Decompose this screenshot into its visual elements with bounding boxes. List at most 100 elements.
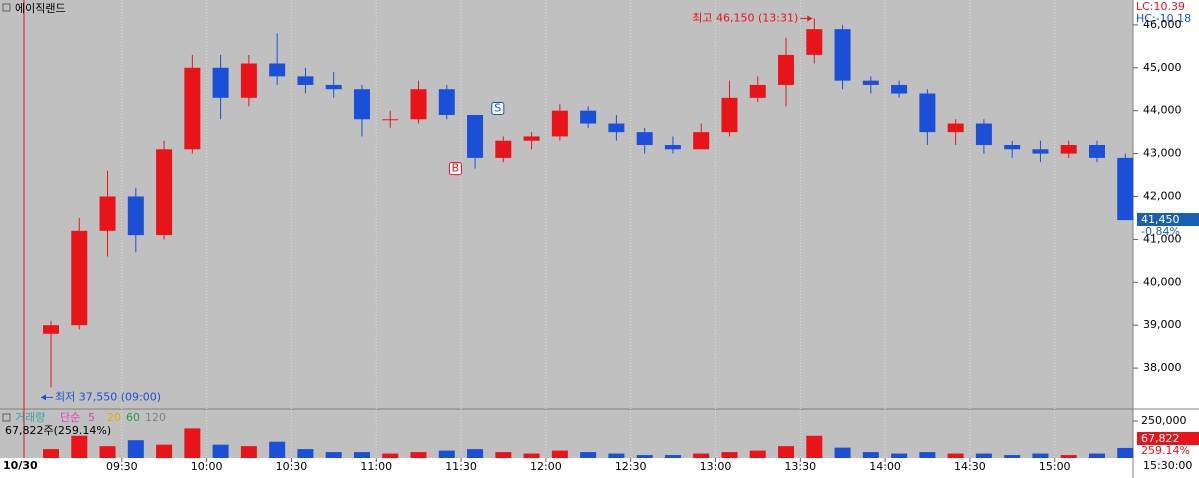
candle-body (156, 149, 173, 236)
ma-period: 120 (145, 411, 166, 424)
x-tick-label: 10:00 (191, 460, 223, 473)
candle-body (551, 110, 568, 137)
candle-body (495, 140, 512, 158)
volume-bar (99, 446, 116, 458)
trade-marker (491, 102, 505, 116)
ma-label: 단순 (60, 411, 80, 424)
candle-body (269, 63, 286, 77)
candle-body (749, 84, 766, 98)
x-tick-label: 14:00 (869, 460, 901, 473)
x-tick-label: 13:30 (784, 460, 816, 473)
volume-bar (721, 452, 738, 458)
candle-body (580, 110, 597, 124)
high-arrowhead (807, 15, 813, 22)
volume-bar (156, 444, 173, 458)
volume-y-tick-label: 250,000 (1141, 414, 1187, 427)
chart-title: 에이직랜드 (15, 2, 66, 15)
candle-body (1004, 145, 1021, 150)
candle-body (608, 123, 625, 133)
hc-label: HC:-10.18 (1136, 12, 1191, 25)
last-price: 41,450 (1141, 213, 1180, 226)
high-annotation: 최고 46,150 (13:31) (692, 11, 798, 24)
ma-period: 20 (107, 411, 121, 424)
candle-body (382, 119, 399, 121)
candle-body (1088, 145, 1105, 158)
candle-body (184, 67, 201, 150)
candle-body (467, 114, 484, 158)
trade-marker-label: B (452, 162, 460, 175)
volume-bar (806, 435, 823, 458)
volume-bar (410, 452, 427, 458)
time-axis-background (0, 458, 1133, 478)
ma-period: 5 (88, 411, 95, 424)
volume-bar (1004, 455, 1021, 458)
volume-box-label (1137, 432, 1199, 445)
volume-bar (636, 455, 653, 458)
y-tick-label: 43,000 (1143, 147, 1182, 160)
volume-summary: 67,822주(259.14%) (5, 424, 111, 437)
volume-bar (127, 440, 144, 458)
volume-bar (297, 449, 314, 458)
y-tick-label: 39,000 (1143, 318, 1182, 331)
x-tick-label: 11:00 (360, 460, 392, 473)
volume-bar (240, 446, 257, 458)
volume-ratio: 259.14% (1141, 444, 1190, 457)
volume-bar (749, 450, 766, 458)
y-tick-label: 40,000 (1143, 275, 1182, 288)
change-label: -0.84% (1141, 225, 1180, 238)
volume-bar (71, 435, 88, 458)
volume-bar (325, 452, 342, 458)
candle-body (919, 93, 936, 133)
volume-bar (353, 452, 370, 458)
y-tick-label: 45,000 (1143, 61, 1182, 74)
candle-body (1060, 145, 1077, 154)
candle-body (353, 89, 370, 120)
volume-title: 거래량 (15, 411, 45, 424)
candle-body (778, 54, 795, 85)
volume-bar (891, 453, 908, 458)
volume-bar (834, 447, 851, 458)
candle-body (523, 136, 540, 141)
trade-marker-label: S (494, 102, 501, 115)
candle-body (240, 63, 257, 98)
candle-body (806, 29, 823, 55)
x-tick-label: 09:30 (106, 460, 138, 473)
y-tick-label: 41,000 (1143, 232, 1182, 245)
x-tick-label: 12:00 (530, 460, 562, 473)
candle-body (297, 76, 314, 85)
candle-body (438, 89, 455, 115)
price-box (1137, 213, 1199, 226)
date-label: 10/30 (3, 459, 38, 472)
ma-period: 60 (126, 411, 140, 424)
volume-bar (495, 452, 512, 458)
x-tick-label: 11:30 (445, 460, 477, 473)
y-tick-label: 46,000 (1143, 18, 1182, 31)
volume-bar (382, 453, 399, 458)
volume-bar (467, 449, 484, 458)
low-annotation: 최저 37,550 (09:00) (55, 390, 161, 403)
candle-body (891, 84, 908, 94)
candle-body (721, 97, 738, 133)
volume-bar (184, 428, 201, 458)
candle-body (1117, 157, 1134, 221)
volume-bar (608, 453, 625, 458)
volume-bar (1060, 455, 1077, 458)
title-box (2, 3, 11, 12)
volume-bar (269, 441, 286, 458)
volume-bar (975, 453, 992, 458)
volume-bar (1088, 453, 1105, 458)
volume-bar (1117, 447, 1134, 458)
volume-box (2, 413, 11, 422)
volume-bar (1032, 453, 1049, 458)
x-tick-label: 15:00 (1039, 460, 1071, 473)
volume-bar (438, 450, 455, 458)
x-tick-label: 14:30 (954, 460, 986, 473)
candle-body (410, 89, 427, 120)
candle-body (862, 80, 879, 85)
volume-last: 67,822 (1141, 432, 1180, 445)
candle-body (71, 230, 88, 326)
candle-body (834, 29, 851, 81)
y-tick-label: 38,000 (1143, 361, 1182, 374)
